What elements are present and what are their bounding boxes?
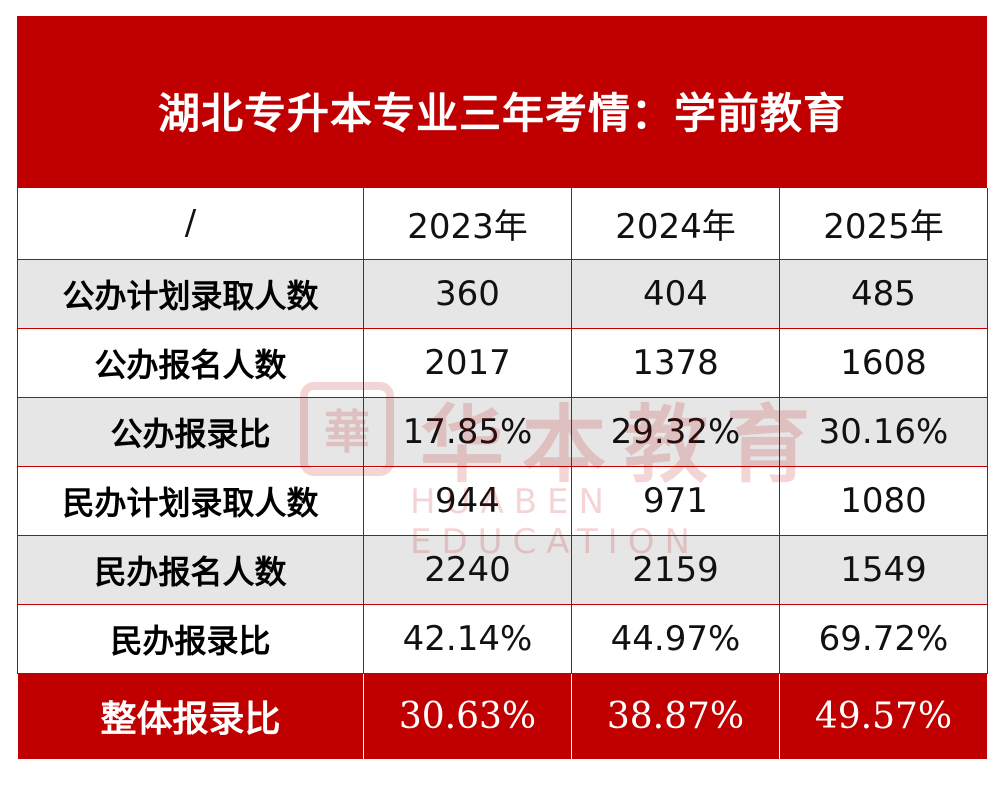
total-value: 30.63% bbox=[363, 673, 572, 760]
table-row: 公办报录比 17.85% 29.32% 30.16% bbox=[17, 397, 988, 467]
table-row: 公办报名人数 2017 1378 1608 bbox=[17, 328, 988, 398]
page-title: 湖北专升本专业三年考情：学前教育 bbox=[157, 88, 846, 138]
row-label: 公办报名人数 bbox=[17, 328, 364, 398]
title-bar: 湖北专升本专业三年考情：学前教育 bbox=[17, 16, 987, 188]
header-year-2023: 2023年 bbox=[363, 188, 572, 260]
table-row: 公办计划录取人数 360 404 485 bbox=[17, 259, 988, 329]
cell-value: 30.16% bbox=[779, 397, 988, 467]
cell-value: 44.97% bbox=[571, 604, 780, 674]
cell-value: 42.14% bbox=[363, 604, 572, 674]
cell-value: 2240 bbox=[363, 535, 572, 605]
total-row: 整体报录比 30.63% 38.87% 49.57% bbox=[17, 673, 988, 760]
table-header-row: / 2023年 2024年 2025年 bbox=[17, 188, 988, 260]
cell-value: 2159 bbox=[571, 535, 780, 605]
cell-value: 17.85% bbox=[363, 397, 572, 467]
cell-value: 485 bbox=[779, 259, 988, 329]
cell-value: 69.72% bbox=[779, 604, 988, 674]
header-year-2025: 2025年 bbox=[779, 188, 988, 260]
cell-value: 944 bbox=[363, 466, 572, 536]
cell-value: 1378 bbox=[571, 328, 780, 398]
row-label: 公办计划录取人数 bbox=[17, 259, 364, 329]
cell-value: 971 bbox=[571, 466, 780, 536]
cell-value: 404 bbox=[571, 259, 780, 329]
table-row: 民办报录比 42.14% 44.97% 69.72% bbox=[17, 604, 988, 674]
total-value: 49.57% bbox=[779, 673, 988, 760]
exam-stats-card: 湖北专升本专业三年考情：学前教育 / 2023年 2024年 2025年 公办计… bbox=[17, 16, 988, 772]
row-label: 民办计划录取人数 bbox=[17, 466, 364, 536]
cell-value: 29.32% bbox=[571, 397, 780, 467]
row-label: 公办报录比 bbox=[17, 397, 364, 467]
header-corner: / bbox=[17, 188, 364, 260]
cell-value: 1080 bbox=[779, 466, 988, 536]
cell-value: 360 bbox=[363, 259, 572, 329]
total-value: 38.87% bbox=[571, 673, 780, 760]
cell-value: 2017 bbox=[363, 328, 572, 398]
header-year-2024: 2024年 bbox=[571, 188, 780, 260]
cell-value: 1608 bbox=[779, 328, 988, 398]
row-label: 民办报录比 bbox=[17, 604, 364, 674]
cell-value: 1549 bbox=[779, 535, 988, 605]
row-label: 民办报名人数 bbox=[17, 535, 364, 605]
stats-table: / 2023年 2024年 2025年 公办计划录取人数 360 404 485… bbox=[17, 188, 988, 760]
table-row: 民办计划录取人数 944 971 1080 bbox=[17, 466, 988, 536]
table-row: 民办报名人数 2240 2159 1549 bbox=[17, 535, 988, 605]
total-label: 整体报录比 bbox=[17, 673, 364, 760]
